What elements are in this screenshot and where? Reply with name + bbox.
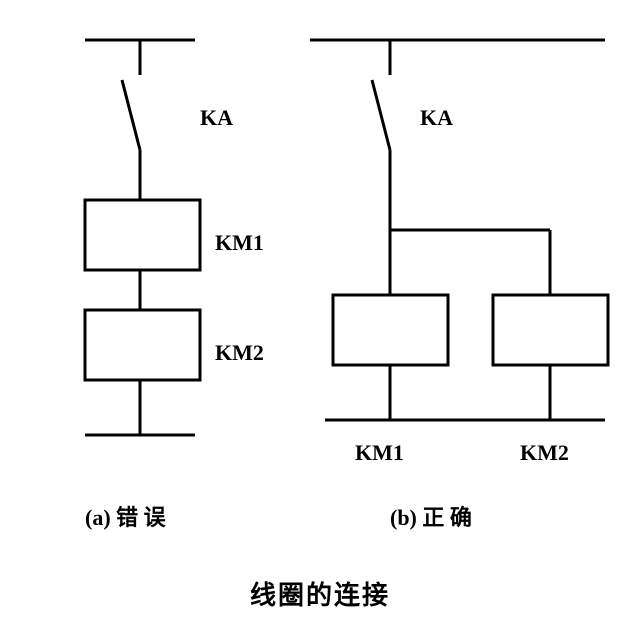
caption-a: (a) 错 误 bbox=[85, 500, 166, 532]
label-km1-left: KM1 bbox=[215, 230, 264, 256]
label-ka-right: KA bbox=[420, 105, 453, 131]
figure-title: 线圈的连接 bbox=[0, 575, 640, 612]
label-km2-left: KM2 bbox=[215, 340, 264, 366]
diagram-b-svg bbox=[295, 20, 615, 480]
figure-container: KA KM1 KM2 KA KM1 KM2 (a) 错 误 (b) 正 确 线圈 bbox=[0, 0, 640, 637]
label-km2-right: KM2 bbox=[520, 440, 569, 466]
label-ka-left: KA bbox=[200, 105, 233, 131]
label-km1-right: KM1 bbox=[355, 440, 404, 466]
caption-b: (b) 正 确 bbox=[390, 500, 472, 532]
